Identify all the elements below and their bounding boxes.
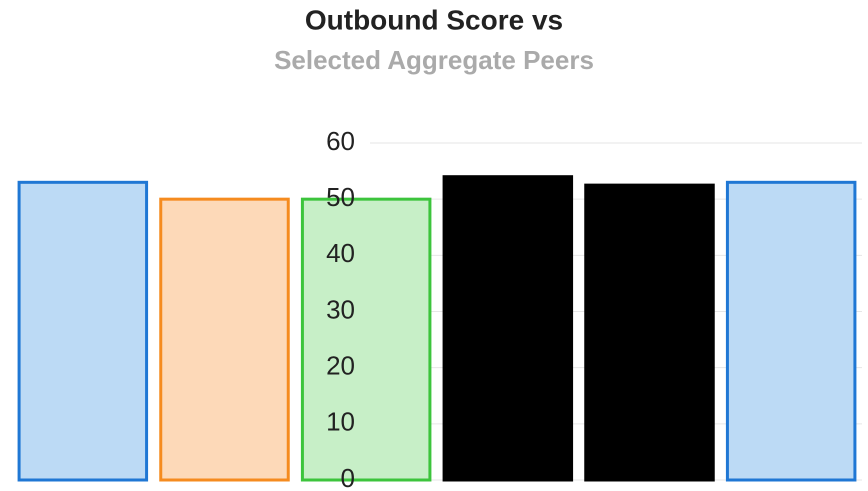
y-tick-label: 30 [326, 294, 355, 324]
y-tick-label: 50 [326, 182, 355, 212]
y-tick-label: 20 [326, 351, 355, 381]
y-tick-label: 10 [326, 407, 355, 437]
bar [159, 197, 290, 482]
bar [442, 175, 574, 482]
y-tick-label: 60 [326, 126, 355, 156]
bar [584, 183, 715, 482]
bar [17, 180, 149, 482]
bar [300, 197, 432, 482]
y-tick-label: 40 [326, 238, 355, 268]
chart-title: Outbound Score vs [305, 4, 563, 35]
chart-subtitle: Selected Aggregate Peers [274, 45, 594, 75]
y-tick-label: 0 [341, 463, 355, 491]
bar [725, 180, 857, 482]
